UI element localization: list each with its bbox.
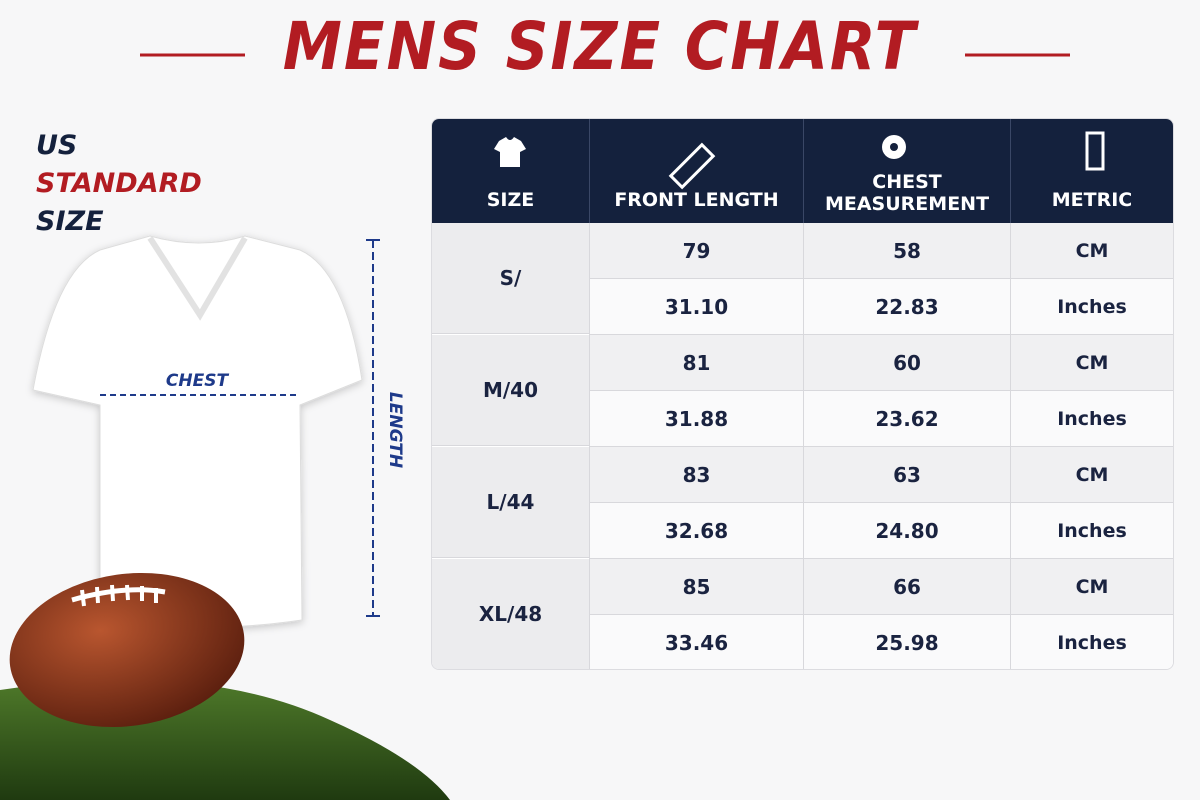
shirt-collar [147, 236, 248, 321]
header-cell: CHEST MEASUREMENT [803, 119, 1010, 223]
value-cell: 31.88 [589, 391, 803, 447]
value-cell: 85 [589, 559, 803, 615]
football-laces [80, 584, 158, 607]
ruler-icon [668, 142, 716, 190]
value-cell: 79 [589, 223, 803, 279]
length-label: LENGTH [385, 392, 405, 468]
side-label: SIZE [36, 206, 104, 237]
side-label: STANDARD [36, 168, 202, 199]
table-header [432, 119, 1173, 223]
value-cell: Inches [1010, 503, 1173, 559]
size-cell: L/44 [432, 447, 589, 558]
value-cell: 63 [803, 447, 1010, 503]
side-label: US [36, 130, 78, 161]
shirt [32, 235, 363, 628]
size-cell: S/ [432, 223, 589, 334]
value-cell: CM [1010, 335, 1173, 391]
value-cell: CM [1010, 447, 1173, 503]
value-cell: 31.10 [589, 279, 803, 335]
value-cell: 23.62 [803, 391, 1010, 447]
size-cell: M/40 [432, 335, 589, 446]
value-cell: CM [1010, 223, 1173, 279]
header-cell: FRONT LENGTH [589, 119, 803, 223]
value-cell: 81 [589, 335, 803, 391]
value-cell: 66 [803, 559, 1010, 615]
value-cell: 32.68 [589, 503, 803, 559]
tape-icon-core [890, 143, 898, 151]
value-cell: 58 [803, 223, 1010, 279]
value-cell: 33.46 [589, 615, 803, 669]
metric-icon [1085, 131, 1105, 171]
value-cell: Inches [1010, 279, 1173, 335]
header-cell: METRIC [1010, 119, 1173, 223]
value-cell: Inches [1010, 615, 1173, 669]
value-cell: 83 [589, 447, 803, 503]
value-cell: 60 [803, 335, 1010, 391]
size-table: SIZE FRONT LENGTH CHEST MEASUREMENT METRIC S… [431, 118, 1174, 670]
value-cell: 24.80 [803, 503, 1010, 559]
value-cell: CM [1010, 559, 1173, 615]
title: MENS SIZE CHART [282, 8, 918, 85]
football [9, 572, 245, 728]
chest-label: CHEST [166, 371, 230, 391]
value-cell: 22.83 [803, 279, 1010, 335]
size-cell: XL/48 [432, 559, 589, 669]
value-cell: Inches [1010, 391, 1173, 447]
header-cell: SIZE [486, 189, 535, 211]
shirt-icon [494, 137, 526, 167]
value-cell: 25.98 [803, 615, 1010, 669]
header-icons [494, 131, 1105, 190]
